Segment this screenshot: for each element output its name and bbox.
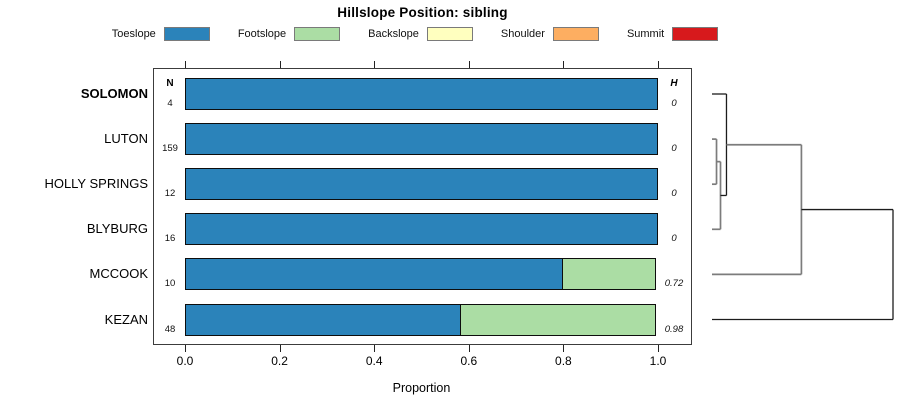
n-column-header: N xyxy=(166,78,174,89)
legend-label: Footslope xyxy=(237,28,287,40)
h-value: 0 xyxy=(671,233,677,245)
bottom-tick-mark xyxy=(279,345,281,352)
legend: Toeslope Footslope Backslope Shoulder Summit xyxy=(0,26,830,42)
h-column-header: H xyxy=(670,78,678,89)
legend-item: Footslope xyxy=(237,27,341,41)
row-label: HOLLY SPRINGS xyxy=(44,176,148,192)
n-value: 159 xyxy=(162,143,178,155)
top-tick-mark xyxy=(279,61,281,68)
top-tick-mark xyxy=(468,61,470,68)
bar-segment xyxy=(185,78,658,110)
n-value: 16 xyxy=(164,233,176,245)
n-value: 10 xyxy=(164,278,176,290)
row-label: SOLOMON xyxy=(80,86,148,101)
bottom-tick-mark xyxy=(658,345,659,352)
row-label: LUTON xyxy=(104,131,148,147)
top-tick-mark xyxy=(658,61,659,68)
bar-row xyxy=(185,78,658,110)
bar-segment xyxy=(185,213,658,246)
legend-label: Toeslope xyxy=(111,28,156,40)
legend-swatch xyxy=(294,27,341,41)
legend-label: Backslope xyxy=(368,28,419,40)
h-value: 0 xyxy=(671,98,677,109)
top-tick-mark xyxy=(563,61,565,68)
bar-segment xyxy=(460,303,657,336)
bar-row xyxy=(185,168,658,201)
x-tick-label: 0.6 xyxy=(460,354,478,368)
h-value: 0 xyxy=(671,188,677,200)
x-tick-label: 0.8 xyxy=(555,354,572,368)
h-value: 0 xyxy=(671,143,677,155)
legend-label: Shoulder xyxy=(500,28,545,40)
h-value: 0.72 xyxy=(664,278,684,290)
h-value: 0.98 xyxy=(664,323,684,335)
top-tick-mark xyxy=(374,61,376,68)
bar-segment xyxy=(185,168,658,201)
chart-title: Hillslope Position: sibling xyxy=(337,5,508,20)
x-tick-label: 0.2 xyxy=(271,354,288,368)
bar-segment xyxy=(185,258,564,291)
legend-item: Shoulder xyxy=(501,27,599,41)
row-label: BLYBURG xyxy=(86,221,148,237)
bar-segment xyxy=(561,258,657,291)
bar-segment xyxy=(185,123,658,156)
legend-item: Toeslope xyxy=(112,27,210,41)
legend-item: Backslope xyxy=(368,27,473,41)
row-label: MCCOOK xyxy=(89,266,149,282)
bar-row xyxy=(185,123,658,156)
bottom-tick-mark xyxy=(185,345,186,352)
bottom-tick-mark xyxy=(468,345,470,352)
legend-swatch xyxy=(552,27,599,41)
bar-row xyxy=(185,303,658,336)
x-axis-title: Proportion xyxy=(392,381,451,395)
x-tick-label: 0.4 xyxy=(365,354,383,368)
legend-swatch xyxy=(426,27,473,41)
bar-row xyxy=(185,213,658,246)
x-tick-label: 0.0 xyxy=(176,354,194,368)
x-tick-label: 1.0 xyxy=(649,354,667,368)
bottom-tick-mark xyxy=(374,345,376,352)
n-value: 48 xyxy=(164,323,176,335)
row-label: KEZAN xyxy=(104,311,148,327)
n-value: 4 xyxy=(167,98,173,109)
legend-label: Summit xyxy=(626,28,665,40)
plot-panel xyxy=(153,68,692,345)
bottom-tick-mark xyxy=(563,345,565,352)
bar-segment xyxy=(185,303,462,336)
legend-item: Summit xyxy=(626,27,719,41)
legend-swatch xyxy=(672,27,719,41)
bar-row xyxy=(185,258,658,291)
legend-swatch xyxy=(163,27,210,41)
n-value: 12 xyxy=(164,188,176,200)
top-tick-mark xyxy=(185,61,186,68)
